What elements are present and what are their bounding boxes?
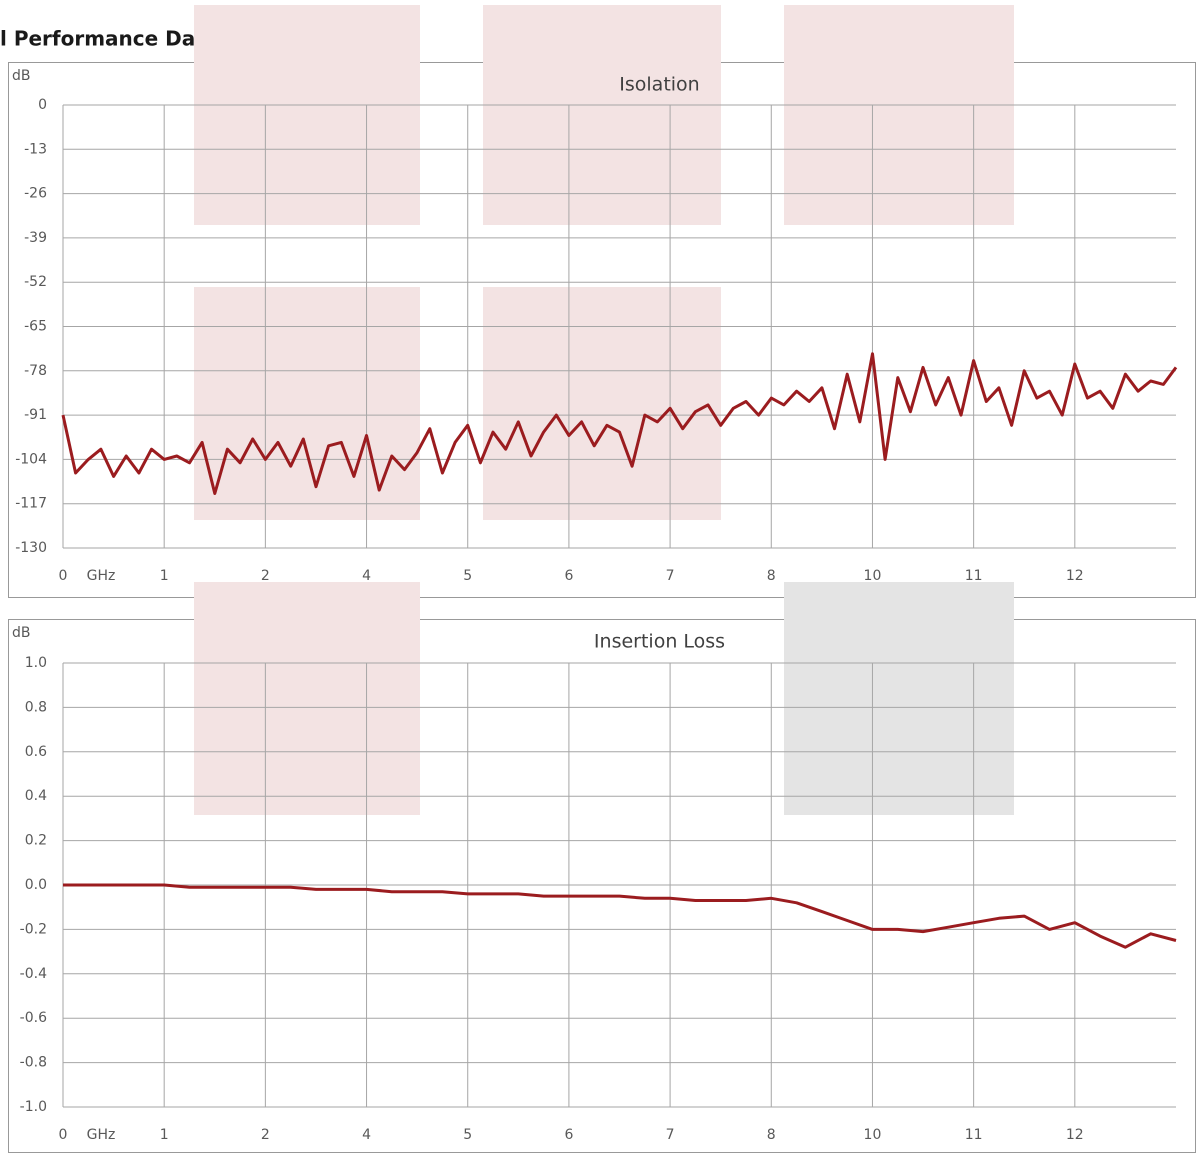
chart-title: Isolation (619, 74, 699, 96)
y-axis-label: dB (12, 625, 31, 641)
y-tick-label: 0.6 (25, 744, 47, 760)
x-tick-label: 6 (564, 568, 573, 584)
y-tick-label: -13 (24, 141, 47, 157)
y-tick-label: -65 (24, 319, 47, 335)
x-tick-label: 1 (160, 568, 169, 584)
y-tick-label: -117 (15, 496, 47, 512)
y-tick-label: -1.0 (20, 1099, 47, 1115)
x-tick-label: 10 (864, 568, 882, 584)
x-tick-label: 2 (261, 1127, 270, 1143)
chart-title: Insertion Loss (594, 631, 725, 653)
x-tick-label: 12 (1066, 1127, 1084, 1143)
x-tick-label: 4 (362, 1127, 371, 1143)
x-tick-label: 4 (362, 568, 371, 584)
y-tick-label: 0.0 (25, 877, 47, 893)
x-axis-label: GHz (87, 1127, 116, 1143)
y-tick-label: 0.4 (25, 788, 47, 804)
y-tick-label: -0.4 (20, 966, 47, 982)
y-tick-label: 0.2 (25, 833, 47, 849)
x-tick-label: 6 (564, 1127, 573, 1143)
y-tick-label: -130 (15, 540, 47, 556)
y-tick-label: -52 (24, 274, 47, 290)
watermark (194, 5, 1014, 815)
y-tick-label: -78 (24, 363, 47, 379)
x-tick-label: 7 (666, 1127, 675, 1143)
y-tick-label: -0.6 (20, 1010, 47, 1026)
x-axis-label: GHz (87, 568, 116, 584)
x-tick-label: 11 (965, 1127, 983, 1143)
x-tick-label: 8 (767, 568, 776, 584)
x-tick-label: 2 (261, 568, 270, 584)
y-tick-label: -0.8 (20, 1055, 47, 1071)
y-tick-label: 0.8 (25, 699, 47, 715)
page-title: l Performance Data (0, 27, 218, 51)
x-tick-label: 1 (160, 1127, 169, 1143)
y-tick-label: -0.2 (20, 921, 47, 937)
x-tick-label: 12 (1066, 568, 1084, 584)
y-tick-label: -39 (24, 230, 47, 246)
data-line (61, 352, 1178, 495)
y-axis-label: dB (12, 68, 31, 84)
y-tick-label: -91 (24, 407, 47, 423)
x-tick-label: 5 (463, 568, 472, 584)
x-tick-label: 5 (463, 1127, 472, 1143)
y-tick-label: -26 (24, 186, 47, 202)
y-tick-label: -104 (15, 451, 47, 467)
x-tick-label: 0 (59, 1127, 68, 1143)
y-tick-label: 1.0 (25, 655, 47, 671)
x-tick-label: 0 (59, 568, 68, 584)
x-tick-label: 8 (767, 1127, 776, 1143)
data-line (63, 883, 1177, 949)
x-tick-label: 7 (666, 568, 675, 584)
x-tick-label: 10 (864, 1127, 882, 1143)
y-tick-label: 0 (38, 97, 47, 113)
x-tick-label: 11 (965, 568, 983, 584)
